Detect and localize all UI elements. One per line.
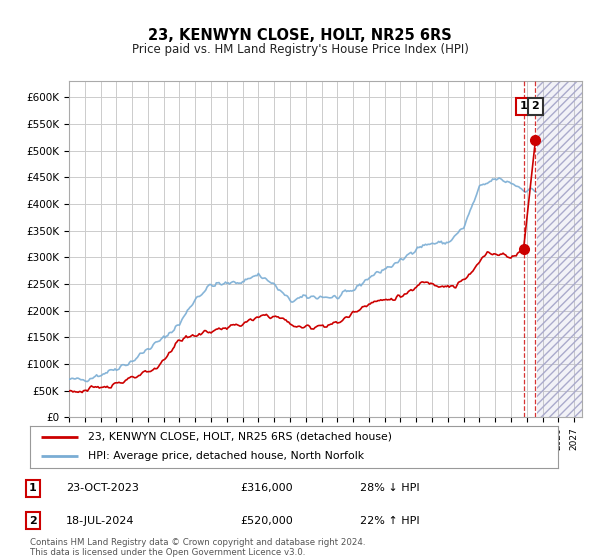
Bar — [538, 81, 582, 417]
Text: 28% ↓ HPI: 28% ↓ HPI — [360, 483, 419, 493]
Text: 1: 1 — [520, 101, 527, 111]
Text: 23, KENWYN CLOSE, HOLT, NR25 6RS: 23, KENWYN CLOSE, HOLT, NR25 6RS — [148, 28, 452, 43]
Text: £316,000: £316,000 — [240, 483, 293, 493]
Text: 2: 2 — [532, 101, 539, 111]
Text: 18-JUL-2024: 18-JUL-2024 — [66, 516, 134, 526]
Text: HPI: Average price, detached house, North Norfolk: HPI: Average price, detached house, Nort… — [88, 451, 364, 461]
Text: Contains HM Land Registry data © Crown copyright and database right 2024.
This d: Contains HM Land Registry data © Crown c… — [30, 538, 365, 557]
Text: £520,000: £520,000 — [240, 516, 293, 526]
Bar — [538, 81, 582, 417]
Text: Price paid vs. HM Land Registry's House Price Index (HPI): Price paid vs. HM Land Registry's House … — [131, 43, 469, 56]
Text: 1: 1 — [29, 483, 37, 493]
Text: 2: 2 — [29, 516, 37, 526]
Text: 23-OCT-2023: 23-OCT-2023 — [66, 483, 139, 493]
Text: 23, KENWYN CLOSE, HOLT, NR25 6RS (detached house): 23, KENWYN CLOSE, HOLT, NR25 6RS (detach… — [88, 432, 392, 442]
Text: 22% ↑ HPI: 22% ↑ HPI — [360, 516, 419, 526]
